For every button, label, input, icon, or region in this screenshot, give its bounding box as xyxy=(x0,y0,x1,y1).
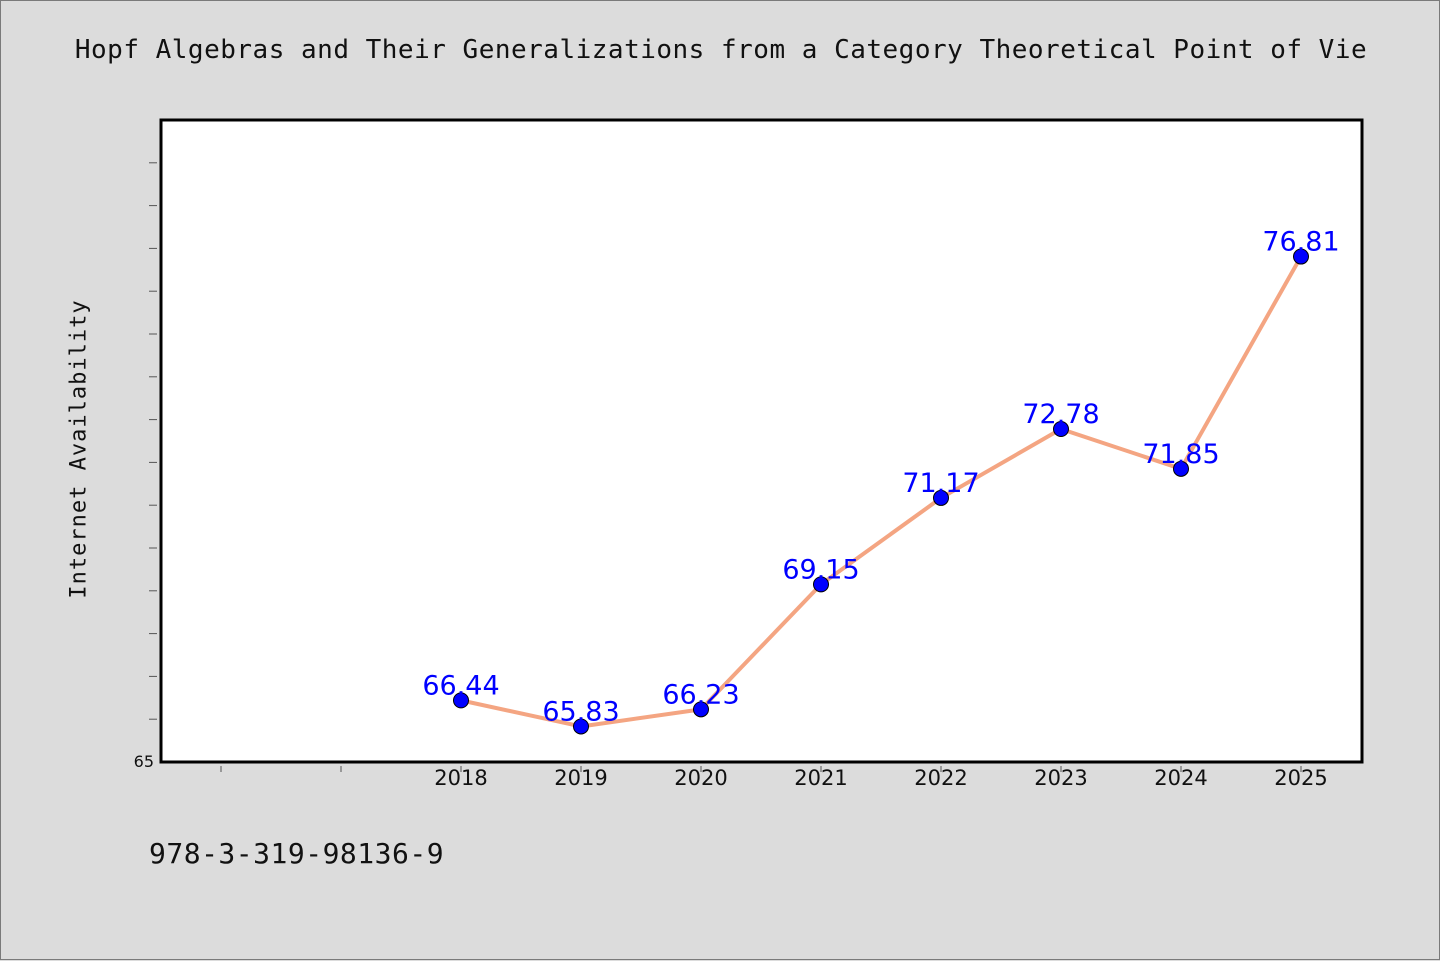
data-point xyxy=(1173,460,1189,477)
data-point xyxy=(933,489,949,506)
plot-area xyxy=(159,118,1364,764)
data-point xyxy=(693,701,709,718)
data-label: 76.81 xyxy=(1262,227,1339,258)
data-label: 69.15 xyxy=(782,554,859,585)
data-label: 66.23 xyxy=(662,679,739,710)
series-line xyxy=(459,254,1303,729)
x-tick-label: 2019 xyxy=(554,766,607,790)
chart-title: Hopf Algebras and Their Generalizations … xyxy=(74,35,1368,65)
isbn-text: 978-3-319-98136-9 xyxy=(149,837,445,870)
data-point xyxy=(813,576,829,593)
data-label: 71.17 xyxy=(902,468,979,499)
x-tick-label: 2021 xyxy=(794,766,847,790)
x-tick-label: 2024 xyxy=(1154,766,1207,790)
data-label: 71.85 xyxy=(1142,439,1219,470)
data-label: 72.78 xyxy=(1022,399,1099,430)
x-tick-label: 2020 xyxy=(674,766,727,790)
data-point xyxy=(1053,421,1069,438)
x-tick-label: 2025 xyxy=(1274,766,1327,790)
x-tick-label: 2022 xyxy=(914,766,967,790)
data-point xyxy=(453,692,469,709)
x-tick-label: 2018 xyxy=(434,766,487,790)
data-point xyxy=(1293,248,1309,265)
data-point xyxy=(573,718,589,735)
data-label: 66.44 xyxy=(422,670,499,701)
y-tick-label: 65 xyxy=(134,752,154,771)
x-tick-label: 2023 xyxy=(1034,766,1087,790)
data-label: 65.83 xyxy=(542,696,619,727)
